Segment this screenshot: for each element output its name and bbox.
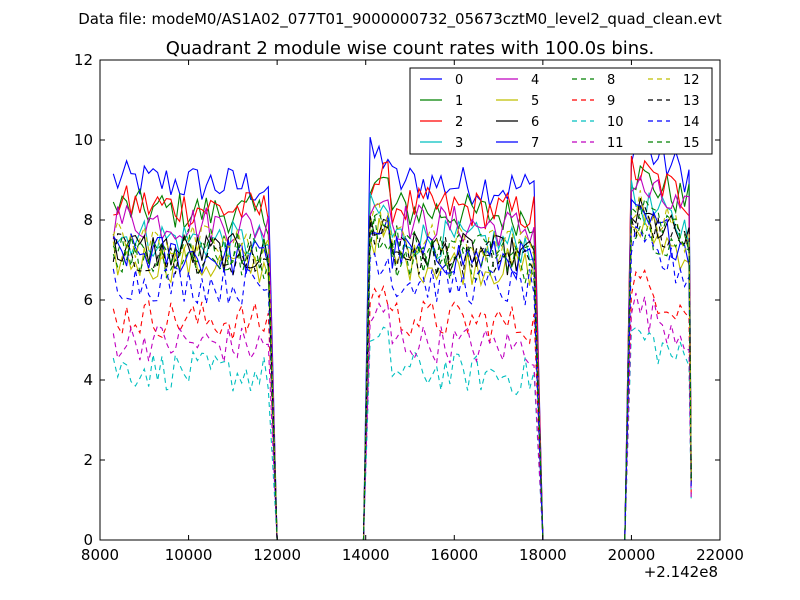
legend-label-12: 12 [683,73,700,88]
legend-label-1: 1 [455,94,463,109]
legend-label-2: 2 [455,115,463,130]
legend-label-11: 11 [607,136,624,151]
x-tick-label: 20000 [608,546,656,564]
y-tick-label: 10 [74,131,93,149]
series-line-2 [113,155,692,540]
series-layer [112,136,692,540]
series-line-0 [112,136,692,540]
series-line-8 [112,215,692,540]
chart-suptitle: Data file: modeM0/AS1A02_077T01_90000007… [78,10,722,29]
legend-label-8: 8 [607,73,615,88]
x-tick-label: 16000 [430,546,478,564]
series-line-10 [112,326,692,540]
x-tick-label: 14000 [342,546,390,564]
legend-label-15: 15 [683,136,700,151]
x-tick-label: 22000 [696,546,744,564]
legend-label-9: 9 [607,94,615,109]
y-tick-label: 4 [83,371,93,389]
y-tick-label: 12 [74,51,93,69]
y-tick-label: 2 [83,451,93,469]
legend-box [409,67,713,155]
x-tick-label: 8000 [81,546,119,564]
legend-label-7: 7 [531,136,539,151]
axes-ticks: 8000 10000 12000 14000 16000 18000 20000 22000 0… [74,51,744,564]
y-tick-label: 8 [83,211,93,229]
x-tick-label: 10000 [165,546,213,564]
legend-label-4: 4 [531,73,539,88]
series-line-9 [112,268,692,540]
series-line-4 [112,174,692,540]
series-line-7 [112,198,692,540]
legend-label-13: 13 [683,94,700,109]
chart-title: Quadrant 2 module wise count rates with … [166,38,655,59]
y-tick-label: 6 [83,291,93,309]
legend-label-3: 3 [455,136,463,151]
legend-label-0: 0 [455,73,463,88]
series-line-11 [112,292,692,540]
legend-label-14: 14 [683,115,700,130]
series-line-13 [112,205,692,540]
series-line-14 [112,225,692,540]
x-tick-label: 12000 [253,546,301,564]
legend-label-10: 10 [607,115,624,130]
legend-label-5: 5 [531,94,539,109]
series-line-12 [112,190,692,540]
x-tick-label: 18000 [519,546,567,564]
series-line-6 [112,198,692,540]
series-line-1 [112,164,692,540]
y-tick-label: 0 [83,531,93,549]
x-offset-label: +2.142e8 [644,563,718,581]
legend-label-6: 6 [531,115,539,130]
